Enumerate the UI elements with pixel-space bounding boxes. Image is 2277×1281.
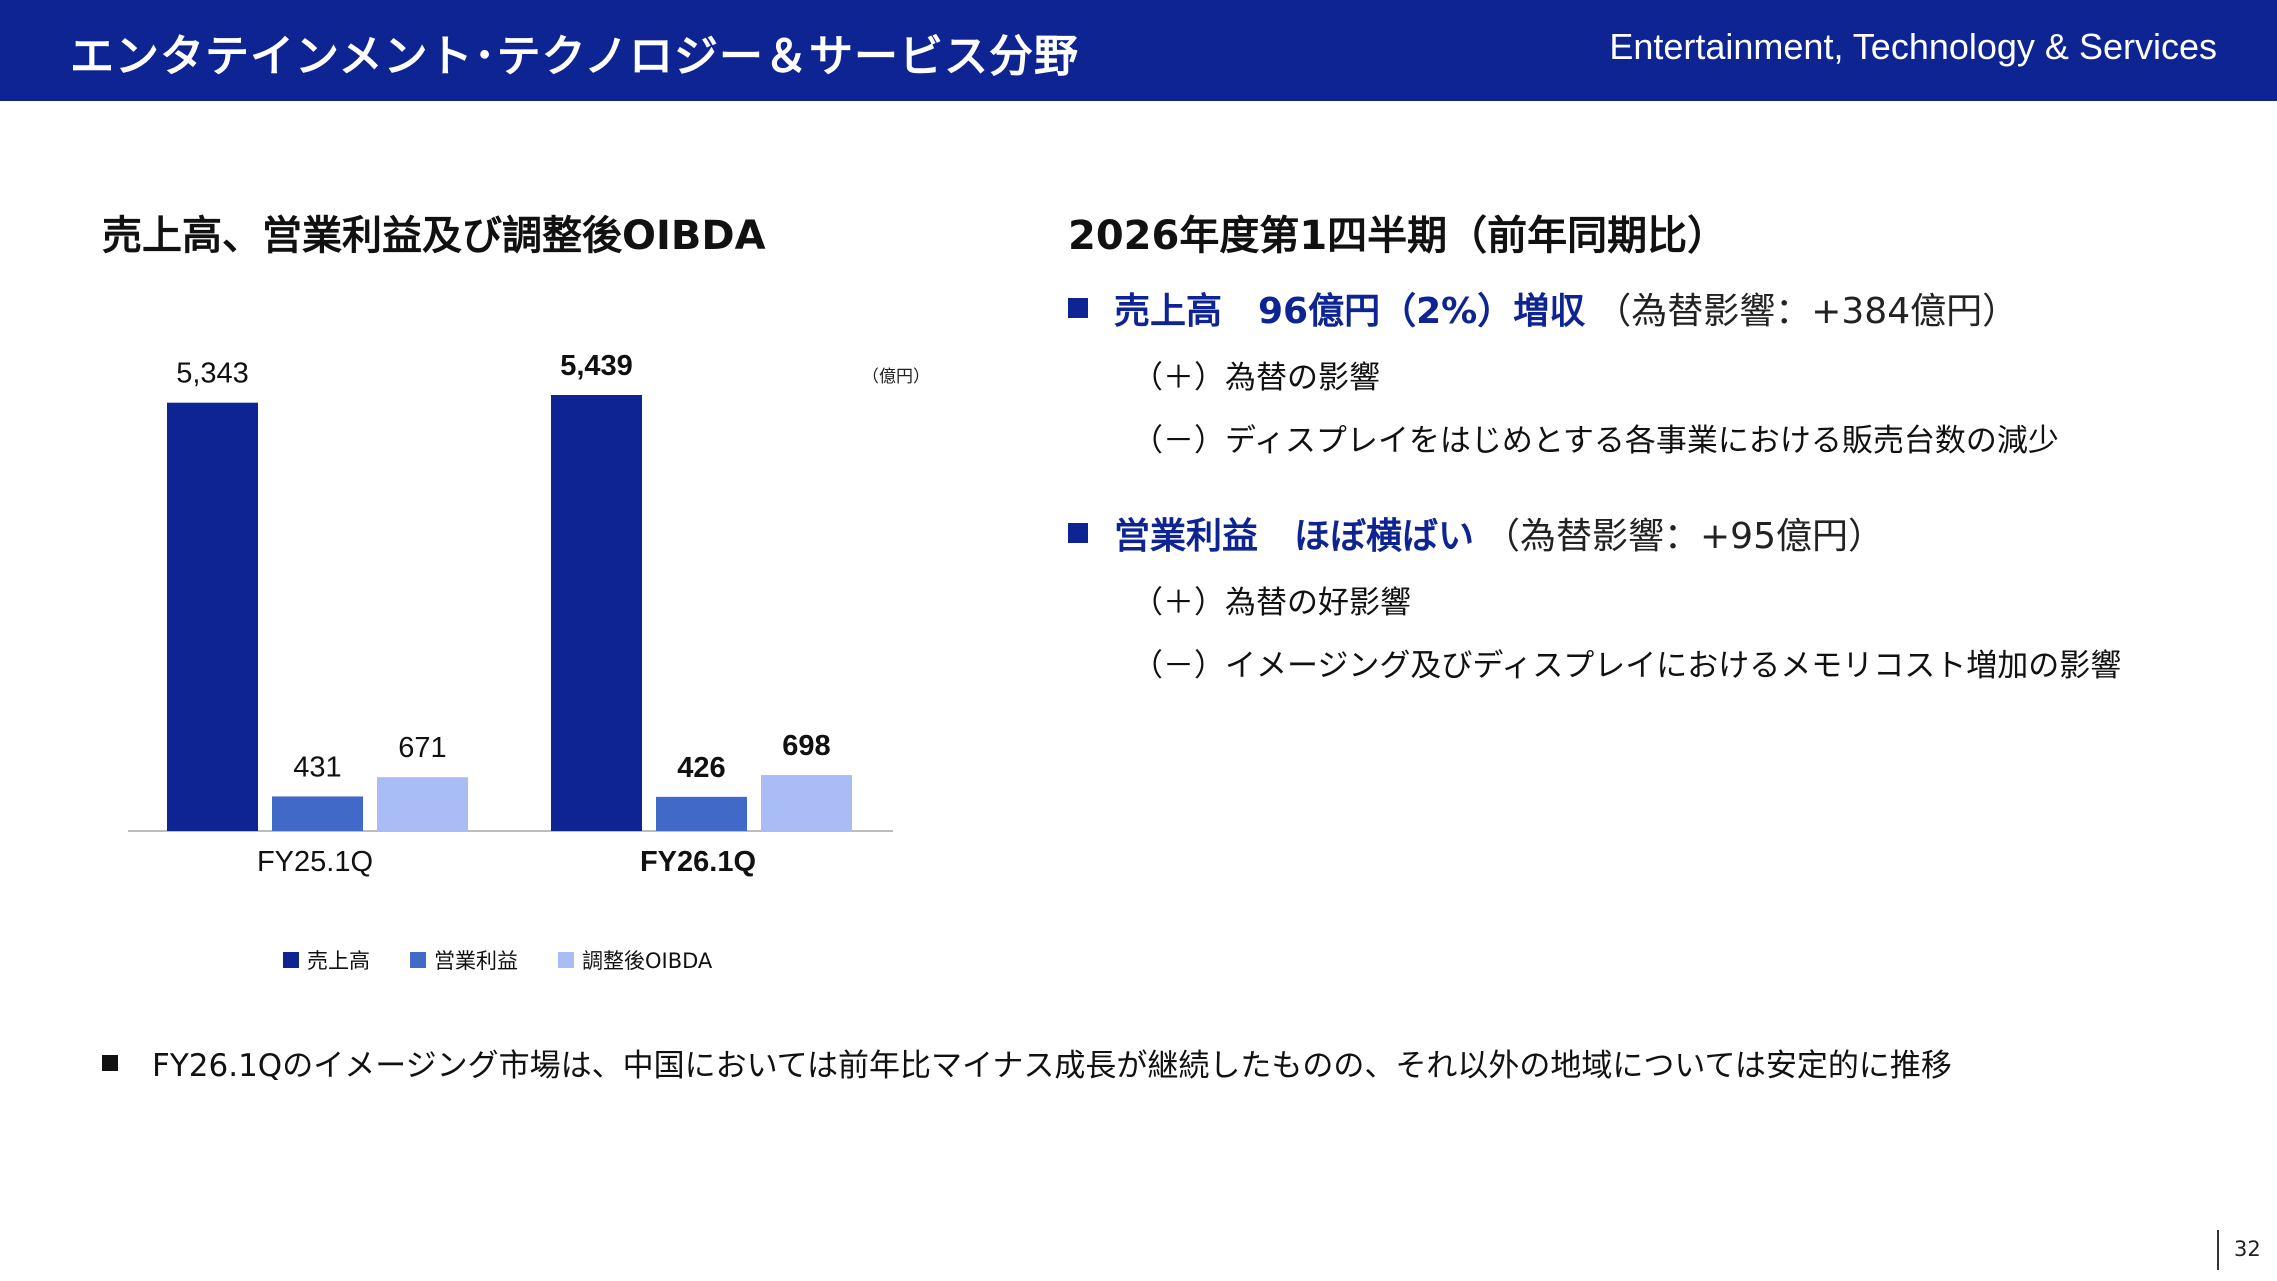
footer-bullet-icon bbox=[102, 1054, 118, 1071]
operating-income-negative-factor: （－）イメージング及びディスプレイにおけるメモリコスト増加の影響 bbox=[1132, 648, 2122, 684]
operating-income-fx-impact: （為替影響：+95億円） bbox=[1484, 516, 1884, 557]
legend-item-adjusted-oibda: 調整後OIBDA bbox=[558, 945, 712, 975]
page-title: エンタテインメント･テクノロジー＆サービス分野 bbox=[70, 31, 1080, 82]
data-label-adjusted-oibda-fy25-1q: 671 bbox=[398, 732, 446, 764]
bar-adjusted-oibda-fy26-1q bbox=[761, 775, 852, 831]
bar-revenue-fy26-1q bbox=[551, 395, 642, 831]
bar-operating-income-fy25-1q bbox=[272, 796, 363, 831]
x-tick-label: FY25.1Q bbox=[257, 846, 373, 878]
bullet-square-icon bbox=[1068, 298, 1088, 318]
legend-label-adjusted-oibda: 調整後OIBDA bbox=[582, 949, 713, 973]
footer-note-text: FY26.1Qのイメージング市場は、中国においては前年比マイナス成長が継続したも… bbox=[152, 1048, 1952, 1084]
legend-label-operating-income: 営業利益 bbox=[434, 949, 518, 973]
chart-unit-label: （億円） bbox=[862, 367, 930, 387]
footer-note: FY26.1Qのイメージング市場は、中国においては前年比マイナス成長が継続したも… bbox=[102, 1040, 1952, 1085]
summary-item-operating-income: 営業利益 ほぼ横ばい （為替影響：+95億円） （＋）為替の好影響 （－）イメー… bbox=[1068, 507, 2121, 685]
data-label-operating-income-fy25-1q: 431 bbox=[293, 751, 341, 783]
legend-item-operating-income: 営業利益 bbox=[410, 945, 518, 975]
bar-adjusted-oibda-fy25-1q bbox=[377, 777, 468, 831]
revenue-headline: 売上高 96億円（2%）増収 bbox=[1114, 291, 1586, 332]
header-bar: エンタテインメント･テクノロジー＆サービス分野 Entertainment, T… bbox=[0, 0, 2277, 101]
page-number: 32 bbox=[2234, 1237, 2261, 1261]
revenue-fx-impact: （為替影響：+384億円） bbox=[1595, 291, 2019, 332]
operating-income-positive-factor: （＋）為替の好影響 bbox=[1132, 585, 1411, 621]
legend-swatch-operating-income bbox=[410, 952, 426, 968]
legend-swatch-adjusted-oibda bbox=[558, 952, 574, 968]
revenue-negative-factor: （－）ディスプレイをはじめとする各事業における販売台数の減少 bbox=[1132, 423, 2059, 459]
summary-title: 2026年度第1四半期（前年同期比） bbox=[1068, 213, 1728, 259]
bullet-square-icon bbox=[1068, 523, 1088, 543]
data-label-revenue-fy25-1q: 5,343 bbox=[176, 358, 249, 390]
data-label-operating-income-fy26-1q: 426 bbox=[677, 752, 725, 784]
bar-operating-income-fy26-1q bbox=[656, 796, 747, 831]
legend-item-revenue: 売上高 bbox=[283, 945, 370, 975]
x-tick-label: FY26.1Q bbox=[640, 846, 756, 878]
operating-income-headline: 営業利益 ほぼ横ばい bbox=[1114, 516, 1475, 557]
data-label-adjusted-oibda-fy26-1q: 698 bbox=[782, 730, 830, 762]
segment-name-english: Entertainment, Technology & Services bbox=[1609, 26, 2217, 67]
legend-swatch-revenue bbox=[283, 952, 299, 968]
data-label-revenue-fy26-1q: 5,439 bbox=[560, 350, 633, 382]
page-number-divider bbox=[2217, 1230, 2219, 1270]
chart-title: 売上高、営業利益及び調整後OIBDA bbox=[102, 213, 766, 259]
summary-item-revenue: 売上高 96億円（2%）増収 （為替影響：+384億円） （＋）為替の影響 （－… bbox=[1068, 282, 2059, 460]
chart-legend: 売上高 営業利益 調整後OIBDA bbox=[283, 945, 712, 975]
legend-label-revenue: 売上高 bbox=[307, 949, 370, 973]
bar-revenue-fy25-1q bbox=[167, 402, 258, 831]
revenue-positive-factor: （＋）為替の影響 bbox=[1132, 360, 1380, 396]
